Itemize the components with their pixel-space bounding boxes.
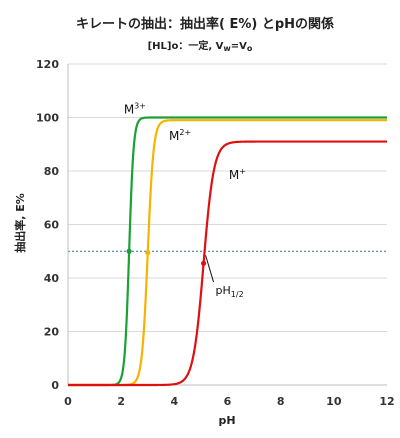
- y-tick-label: 80: [44, 165, 60, 178]
- x-tick-label: 6: [224, 395, 232, 408]
- x-tick-labels: 0 2 4 6 8 10 12: [64, 395, 394, 408]
- annotation-ph-half: pH1/2: [216, 284, 244, 299]
- half-point-marker-0: [126, 248, 132, 254]
- x-tick-label: 0: [64, 395, 72, 408]
- series-line-2: [68, 140, 387, 387]
- x-tick-label: 2: [117, 395, 125, 408]
- x-tick-label: 10: [326, 395, 342, 408]
- y-tick-label: 0: [51, 379, 59, 392]
- y-axis-label: 抽出率, E%: [13, 193, 27, 253]
- x-tick-label: 8: [277, 395, 285, 408]
- x-tick-label: 12: [379, 395, 394, 408]
- series-label-2: M+: [229, 167, 246, 182]
- y-tick-labels: 0 20 40 60 80 100 120: [36, 58, 59, 392]
- y-tick-label: 40: [44, 272, 60, 285]
- chart-title: キレートの抽出：抽出率( E%) とpHの関係: [76, 16, 334, 32]
- y-tick-label: 100: [36, 112, 59, 125]
- y-tick-label: 60: [44, 219, 60, 232]
- annotation-group: pH1/2: [205, 255, 244, 299]
- x-tick-label: 4: [171, 395, 179, 408]
- half-point-marker-1: [145, 249, 151, 256]
- series-label-0: M3+: [124, 101, 146, 116]
- half-point-marker-2: [200, 260, 207, 266]
- x-axis-label: pH: [218, 414, 235, 427]
- y-tick-label: 20: [44, 326, 60, 339]
- series-line-1: [68, 119, 387, 387]
- series-line-0: [68, 116, 387, 387]
- chart-subtitle: [HL]o：一定, Vw=Vo: [148, 39, 253, 53]
- series-group: [68, 116, 387, 387]
- series-labels: M3+ M2+ M+: [124, 101, 246, 182]
- annotation-pointer: [205, 255, 215, 283]
- y-tick-label: 120: [36, 58, 59, 71]
- series-label-1: M2+: [169, 128, 191, 143]
